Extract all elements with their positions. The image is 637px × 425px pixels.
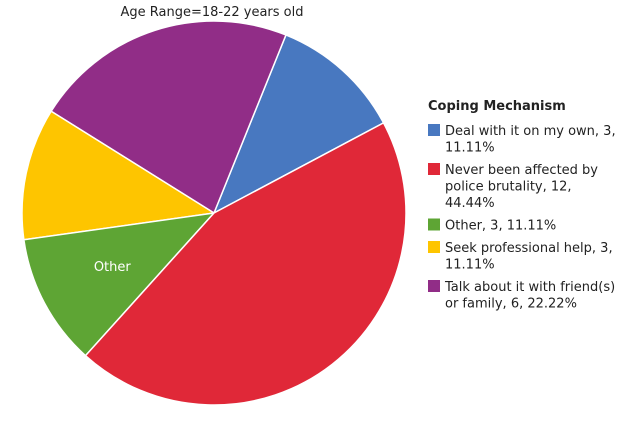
legend-label: Talk about it with friend(s) or family, 6… [444, 280, 615, 312]
pie-slice-labels: Other [94, 260, 132, 275]
pie-slice-deal-with-it-on-my-own[interactable] [212, 34, 385, 215]
legend-item-seek-professional-help[interactable]: Seek professional help, 3, 11.11% [428, 241, 613, 273]
legend-label: Other, 3, 11.11% [445, 219, 556, 234]
legend-items: Deal with it on my own, 3, 11.11% Never be… [428, 124, 616, 312]
legend-label: Seek professional help, 3, 11.11% [445, 241, 613, 273]
pie-slice-other[interactable] [23, 211, 216, 357]
pie-slice-never-been-affected-by-police-brutality[interactable] [84, 121, 407, 406]
pie-slice-label-other: Other [94, 260, 132, 275]
legend-swatch [428, 280, 440, 292]
legend-item-other[interactable]: Other, 3, 11.11% [428, 218, 556, 234]
legend-item-talk-about-it-with-friend-s-or-family[interactable]: Talk about it with friend(s) or family, 6… [428, 280, 615, 312]
legend-item-never-been-affected-by-police-brutality[interactable]: Never been affected by police brutality, … [428, 163, 598, 211]
legend-title: Coping Mechanism [428, 99, 566, 114]
pie-slice-seek-professional-help[interactable] [21, 110, 217, 241]
pie-slice-talk-about-it-with-friend-s-or-family[interactable] [50, 20, 287, 215]
legend-label: Never been affected by police brutality, … [445, 163, 598, 211]
legend-swatch [428, 124, 440, 136]
legend-swatch [428, 218, 440, 231]
legend-item-deal-with-it-on-my-own[interactable]: Deal with it on my own, 3, 11.11% [428, 124, 616, 156]
legend-swatch [428, 163, 440, 175]
legend-label: Deal with it on my own, 3, 11.11% [445, 124, 616, 156]
chart-title: Age Range=18-22 years old [120, 5, 303, 20]
legend-swatch [428, 241, 440, 253]
pie-slices [21, 20, 407, 406]
legend: Coping Mechanism Deal with it on my own,… [428, 99, 616, 312]
